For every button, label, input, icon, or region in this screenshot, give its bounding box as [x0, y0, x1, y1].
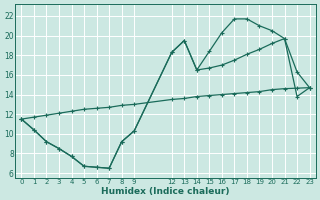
X-axis label: Humidex (Indice chaleur): Humidex (Indice chaleur) [101, 187, 230, 196]
